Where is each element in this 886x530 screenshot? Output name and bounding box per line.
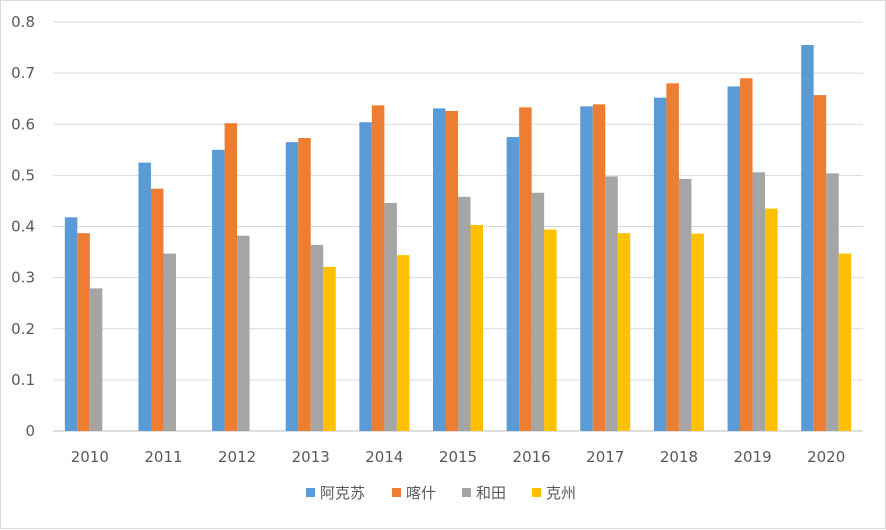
bar xyxy=(458,196,471,431)
bar xyxy=(592,104,606,431)
bar xyxy=(826,173,839,431)
x-tick-label: 2013 xyxy=(292,448,330,466)
bar xyxy=(653,97,667,431)
bar xyxy=(727,86,741,431)
legend-label: 喀什 xyxy=(406,484,436,502)
bar xyxy=(544,229,557,431)
y-tick-label: 0.6 xyxy=(11,115,35,133)
y-axis-ticks: 0 0.1 0.2 0.3 0.4 0.5 0.6 0.7 0.8 xyxy=(11,13,35,440)
x-tick-label: 2017 xyxy=(586,448,624,466)
bar xyxy=(163,253,176,431)
bar xyxy=(150,188,164,431)
x-tick-label: 2015 xyxy=(439,448,477,466)
bar xyxy=(212,149,225,431)
bar xyxy=(801,45,814,431)
x-axis-ticks: 2010 2011 2012 2013 2014 2015 2016 2017 2018 2019… xyxy=(71,448,846,466)
bar xyxy=(519,107,532,431)
y-tick-label: 0.5 xyxy=(11,166,35,184)
bar xyxy=(371,105,385,432)
bar xyxy=(298,138,311,431)
y-tick-label: 0.1 xyxy=(11,371,35,389)
bar xyxy=(765,208,778,431)
bar xyxy=(617,233,631,431)
legend-swatch xyxy=(462,488,471,497)
bar xyxy=(433,108,446,432)
legend-swatch xyxy=(306,488,315,497)
bar xyxy=(752,172,766,431)
bar xyxy=(323,266,336,431)
bar xyxy=(310,244,324,431)
bar xyxy=(396,255,410,431)
bar xyxy=(359,122,372,431)
x-tick-label: 2011 xyxy=(144,448,182,466)
legend-swatch xyxy=(532,488,541,497)
legend-label: 和田 xyxy=(476,484,506,502)
bar xyxy=(237,235,250,431)
y-tick-label: 0.2 xyxy=(11,320,35,338)
bar xyxy=(470,224,483,431)
x-tick-label: 2016 xyxy=(513,448,551,466)
bar xyxy=(666,83,679,431)
bar xyxy=(77,233,90,431)
y-tick-label: 0.4 xyxy=(11,218,35,236)
bar xyxy=(64,217,78,431)
bar xyxy=(384,202,397,431)
x-tick-label: 2012 xyxy=(218,448,256,466)
legend: 阿克苏 喀什 和田 克州 xyxy=(306,484,576,502)
bar xyxy=(445,110,458,432)
y-tick-label: 0.7 xyxy=(11,64,35,82)
bar xyxy=(813,95,827,431)
legend-swatch xyxy=(392,488,401,497)
legend-label: 阿克苏 xyxy=(320,484,365,502)
bar xyxy=(285,142,299,432)
bar xyxy=(506,137,520,431)
y-tick-label: 0 xyxy=(25,422,35,440)
bar xyxy=(605,176,618,431)
bar xyxy=(740,78,753,432)
bar xyxy=(89,288,103,431)
x-tick-label: 2019 xyxy=(733,448,771,466)
bar xyxy=(580,106,593,431)
y-tick-label: 0.3 xyxy=(11,269,35,287)
legend-label: 克州 xyxy=(546,484,576,502)
x-tick-label: 2020 xyxy=(807,448,845,466)
bar xyxy=(138,162,151,431)
y-tick-label: 0.8 xyxy=(11,13,35,31)
bars xyxy=(64,45,852,432)
bar xyxy=(691,233,704,431)
x-tick-label: 2014 xyxy=(365,448,403,466)
bar xyxy=(224,123,238,431)
bar xyxy=(531,192,545,431)
bar xyxy=(838,253,852,431)
bar xyxy=(678,178,692,431)
x-tick-label: 2018 xyxy=(660,448,698,466)
x-tick-label: 2010 xyxy=(71,448,109,466)
